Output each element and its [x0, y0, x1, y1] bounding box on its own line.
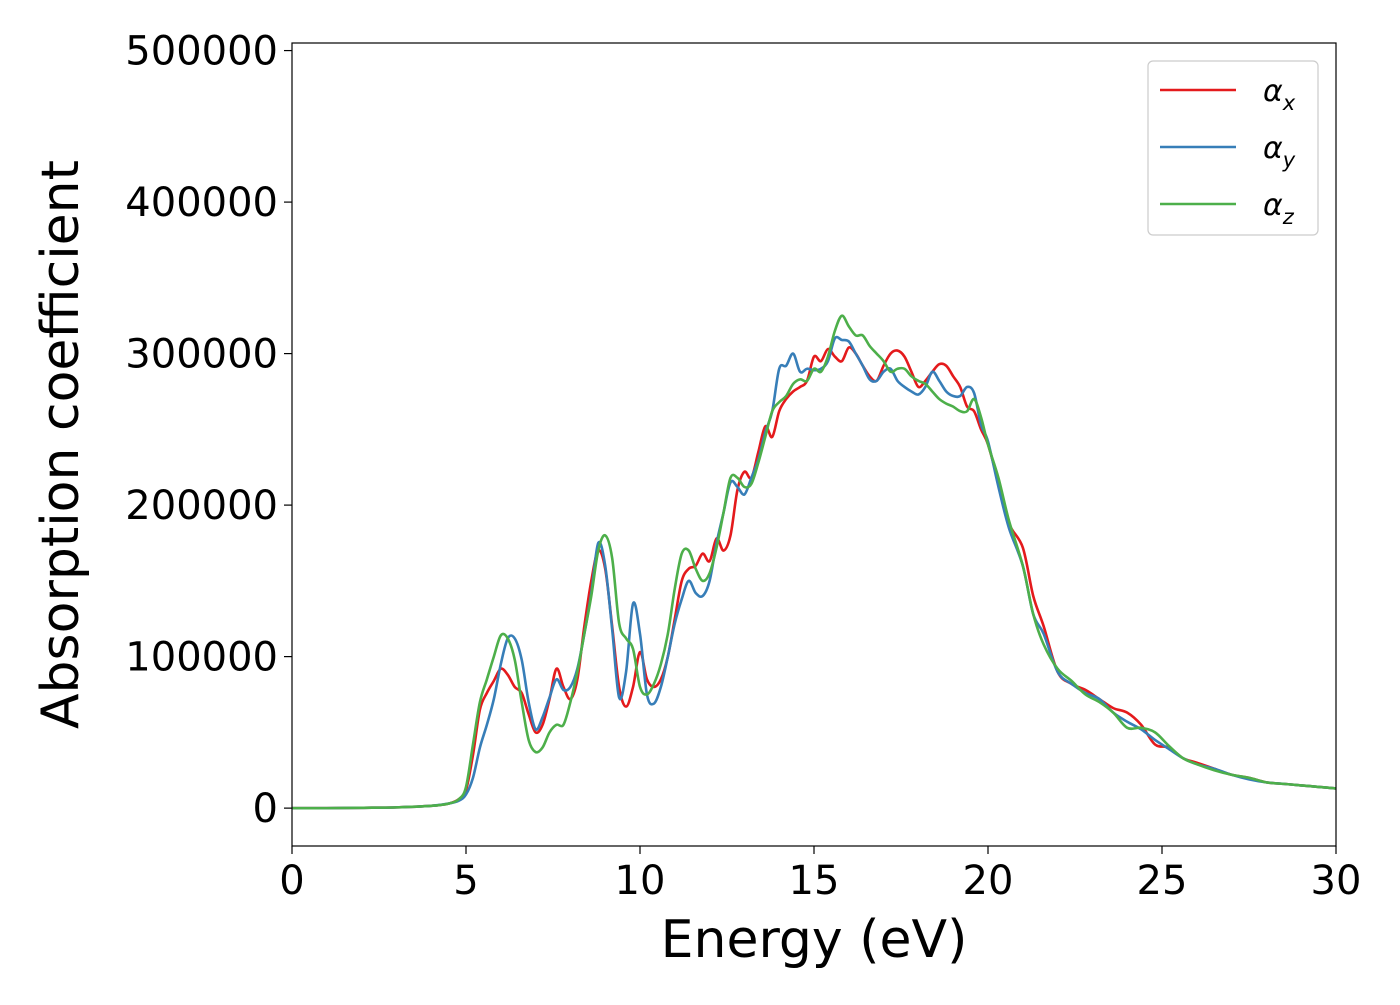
x-tick-label: 30: [1311, 858, 1362, 904]
x-tick-label: 15: [789, 858, 840, 904]
y-axis-title: Absorption coefficient: [31, 160, 91, 729]
x-tick-label: 0: [279, 858, 304, 904]
series-line-z: [292, 314, 1336, 810]
legend-label-z: αz: [1263, 188, 1295, 229]
y-tick-label: 300000: [125, 332, 278, 378]
y-tick-label: 0: [253, 786, 278, 832]
legend-label-x: αx: [1263, 74, 1296, 115]
x-axis-ticks: 0 5 10 15 20 25 30: [279, 846, 1361, 904]
y-tick-label: 200000: [125, 483, 278, 529]
series-lines: [292, 314, 1336, 810]
y-tick-label: 500000: [125, 29, 278, 75]
legend: αx αy αz: [1147, 60, 1319, 236]
y-tick-label: 400000: [125, 180, 278, 226]
x-axis-title: Energy (eV): [661, 910, 968, 970]
x-tick-label: 25: [1137, 858, 1188, 904]
y-axis-ticks: 0 100000 200000 300000 400000 500000: [125, 29, 292, 832]
x-tick-label: 5: [453, 858, 478, 904]
series-line-x: [292, 346, 1336, 810]
series-line-y: [292, 335, 1336, 810]
legend-label-y: αy: [1263, 131, 1296, 172]
y-tick-label: 100000: [125, 635, 278, 681]
x-tick-label: 10: [615, 858, 666, 904]
x-tick-label: 20: [963, 858, 1014, 904]
